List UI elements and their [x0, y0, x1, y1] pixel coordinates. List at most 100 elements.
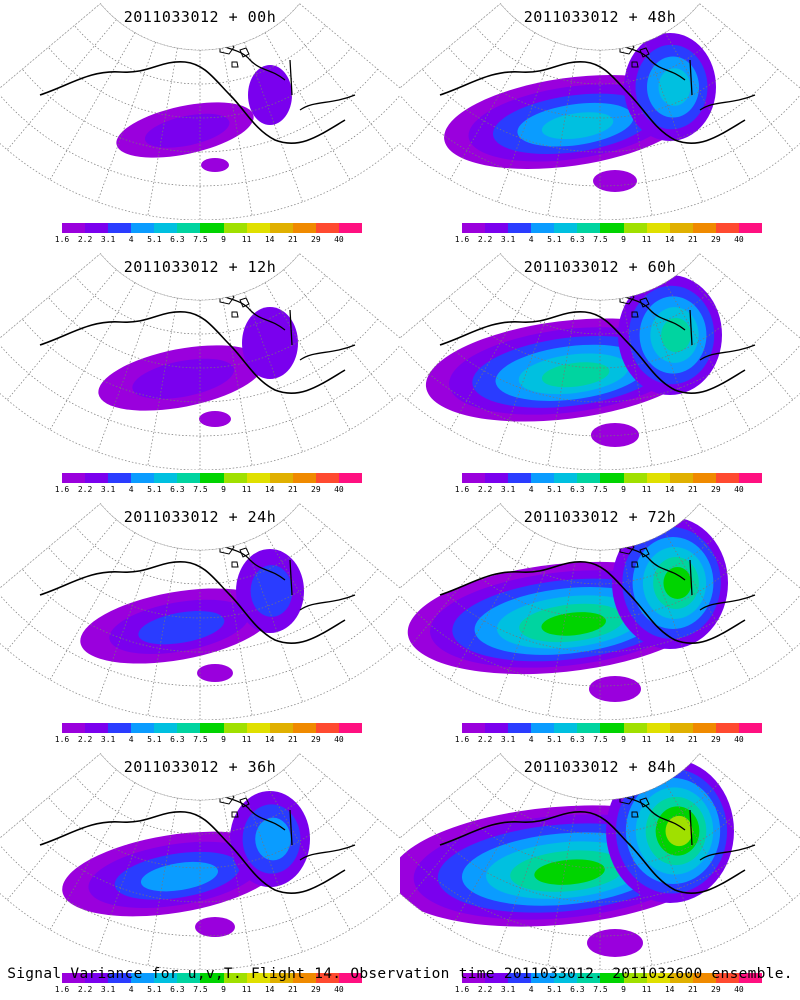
map-border	[400, 502, 800, 720]
variance-contour	[248, 65, 292, 125]
forecast-panel: 2011033012 + 00h 1.6 2.2 3.1 4 5.1 6.3 7.5 9 11 14…	[0, 0, 400, 250]
colorbar-tick-label: 9	[221, 735, 226, 744]
colorbar	[462, 723, 763, 733]
colorbar-swatch	[715, 973, 739, 983]
colorbar-swatch	[223, 473, 247, 483]
colorbar-tick-label: 3.1	[500, 235, 516, 244]
colorbar-swatch	[154, 223, 178, 233]
colorbar-tick-label: 9	[221, 985, 226, 994]
map-border	[400, 2, 800, 220]
colorbar-swatch	[577, 223, 601, 233]
colorbar-swatch	[715, 473, 739, 483]
colorbar-tick-label: 2.2	[77, 735, 93, 744]
colorbar-tick-label: 1.6	[454, 485, 470, 494]
colorbar-swatch	[623, 223, 647, 233]
longitude-line	[547, 797, 578, 966]
colorbar-tick-label: 11	[641, 985, 652, 994]
colorbar-swatch	[531, 973, 555, 983]
colorbar-swatch	[85, 223, 109, 233]
variance-map	[400, 252, 800, 470]
colorbar-swatch	[292, 223, 316, 233]
colorbar-tick-label: 2.2	[477, 985, 493, 994]
colorbar-tick-label: 14	[664, 235, 675, 244]
colorbar-swatch	[623, 473, 647, 483]
coastline	[39, 61, 346, 144]
latitude-line	[448, 297, 752, 369]
longitude-line	[49, 32, 136, 180]
colorbar-swatch	[315, 973, 339, 983]
forecast-panel: 2011033012 + 72h 1.6 2.2 3.1 4 5.1 6.3 7.5 9 11 14…	[400, 500, 800, 750]
colorbar-swatch	[315, 223, 339, 233]
colorbar-tick-label: 9	[621, 235, 626, 244]
colorbar-tick-label: 21	[287, 235, 298, 244]
colorbar-tick-label: 2.2	[77, 985, 93, 994]
variance-contour	[199, 411, 231, 427]
longitude-line	[147, 47, 178, 216]
colorbar-swatch	[223, 723, 247, 733]
variance-map	[400, 752, 800, 970]
variance-contour	[589, 676, 641, 702]
colorbar-labels: 1.6 2.2 3.1 4 5.1 6.3 7.5 9 11 14 21 29 40	[55, 485, 362, 495]
colorbar-swatch	[692, 223, 716, 233]
colorbar-labels: 1.6 2.2 3.1 4 5.1 6.3 7.5 9 11 14 21 29 40	[455, 235, 762, 245]
longitude-line	[222, 297, 253, 466]
colorbar-tick-label: 11	[641, 735, 652, 744]
forecast-panel: 2011033012 + 24h 1.6 2.2 3.1 4 5.1 6.3 7.5 9 11 14…	[0, 500, 400, 750]
colorbar-tick-label: 9	[221, 235, 226, 244]
latitude-line	[474, 275, 726, 335]
colorbar-tick-label: 14	[664, 985, 675, 994]
colorbar-tick-label: 29	[711, 735, 721, 744]
colorbar-swatch	[738, 973, 763, 983]
colorbar-swatch	[177, 723, 201, 733]
latitude-line	[48, 797, 352, 869]
colorbar-tick-label: 6.3	[570, 235, 585, 244]
longitude-line	[547, 297, 578, 466]
longitude-line	[683, 19, 794, 151]
variance-contour	[255, 817, 291, 861]
longitude-line	[622, 47, 653, 216]
colorbar-swatch	[131, 473, 155, 483]
colorbar-tick-label: 1.6	[54, 735, 70, 744]
variance-contour	[201, 158, 229, 172]
panel-title: 2011033012 + 24h	[123, 508, 277, 526]
latitude-line	[0, 590, 400, 687]
colorbar-swatch	[623, 723, 647, 733]
coastline	[39, 811, 346, 894]
forecast-panel: 2011033012 + 12h 1.6 2.2 3.1 4 5.1 6.3 7.5 9 11 14…	[0, 250, 400, 500]
colorbar-swatch	[108, 473, 132, 483]
map-border	[0, 252, 400, 470]
colorbar-swatch	[62, 723, 86, 733]
colorbar-swatch	[715, 723, 739, 733]
colorbar-swatch	[177, 973, 201, 983]
coastline	[219, 290, 250, 318]
colorbar-tick-label: 29	[311, 985, 321, 994]
colorbar-tick-label: 6.3	[170, 235, 185, 244]
colorbar-tick-label: 9	[221, 485, 226, 494]
longitude-line	[622, 547, 653, 716]
colorbar-tick-label: 6.3	[170, 735, 185, 744]
colorbar-tick-label: 4	[128, 485, 134, 494]
longitude-line	[222, 797, 253, 966]
colorbar-tick-label: 29	[711, 485, 721, 494]
panel-title: 2011033012 + 36h	[123, 758, 277, 776]
colorbar-tick-label: 7.5	[593, 485, 608, 494]
colorbar-tick-label: 11	[641, 485, 652, 494]
colorbar-swatch	[108, 223, 132, 233]
colorbar-swatch	[85, 723, 109, 733]
colorbar-tick-label: 2.2	[477, 235, 493, 244]
latitude-line	[400, 590, 800, 687]
variance-map	[400, 502, 800, 720]
colorbar-tick-label: 11	[241, 485, 252, 494]
colorbar-swatch	[292, 973, 316, 983]
colorbar-tick-label: 5.1	[547, 485, 562, 494]
colorbar-tick-label: 2.2	[77, 485, 93, 494]
colorbar-tick-label: 7.5	[593, 985, 608, 994]
colorbar-tick-label: 7.5	[193, 985, 208, 994]
longitude-line	[406, 269, 517, 401]
colorbar-tick-label: 3.1	[500, 985, 516, 994]
colorbar-tick-label: 7.5	[193, 235, 208, 244]
variance-contour	[140, 861, 219, 892]
colorbar-tick-label: 21	[287, 985, 298, 994]
longitude-line	[449, 282, 536, 430]
map-border	[0, 502, 400, 720]
